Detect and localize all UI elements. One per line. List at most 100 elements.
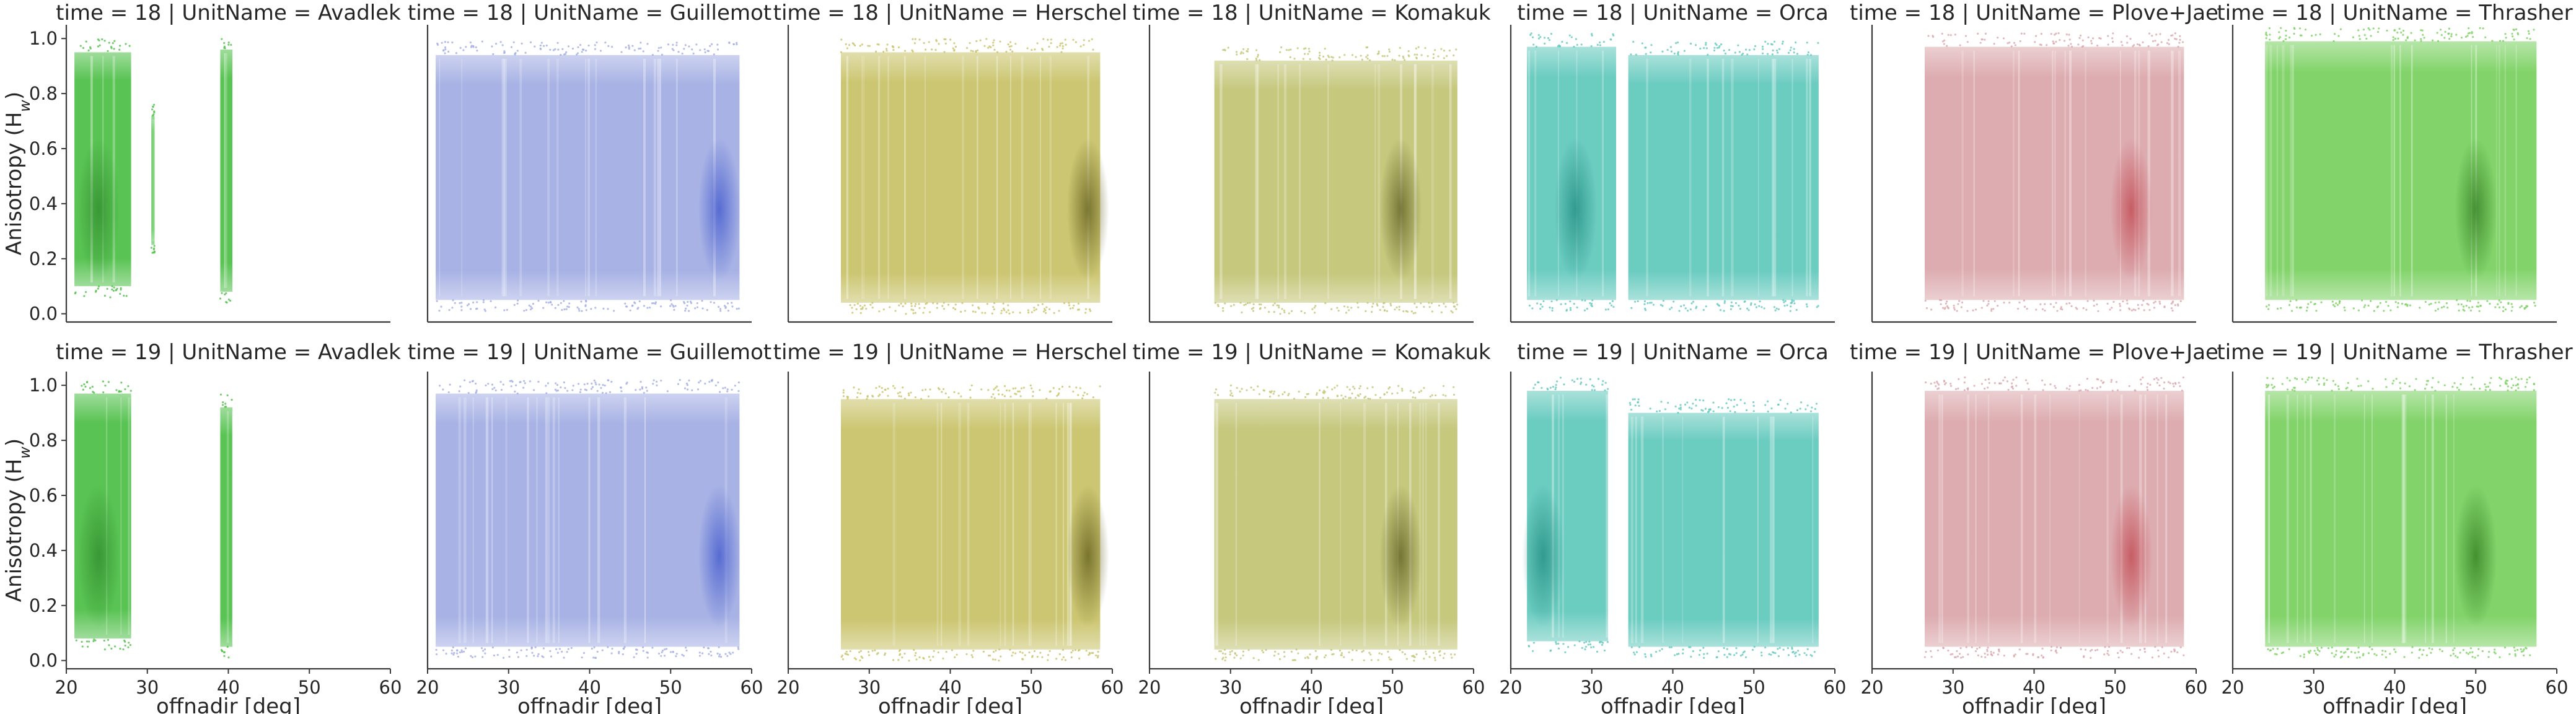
scatter-point [2014, 653, 2016, 656]
scatter-point [1950, 34, 1952, 37]
scatter-point [564, 53, 567, 55]
scatter-point [1954, 656, 1957, 658]
scatter-point [1241, 388, 1243, 390]
scatter-point [1063, 302, 1066, 305]
scatter-point [996, 51, 999, 53]
scatter-point [620, 390, 623, 393]
scatter-point [1941, 40, 1945, 43]
scatter-point [1714, 42, 1717, 45]
scatter-point [998, 660, 1000, 662]
scatter-point [2151, 656, 2154, 659]
scatter-point [2078, 37, 2081, 40]
scatter-point [884, 652, 887, 655]
scatter-point [610, 380, 613, 383]
scatter-point [118, 48, 121, 51]
scatter-point [119, 292, 121, 295]
scatter-point [2520, 650, 2523, 653]
scatter-point [2372, 388, 2374, 390]
scatter-point [1285, 49, 1288, 51]
scatter-point [110, 647, 113, 650]
scatter-point [2311, 377, 2313, 379]
scatter-point [2313, 650, 2316, 652]
scatter-point [2489, 381, 2491, 384]
scatter-point [1214, 302, 1216, 304]
scatter-point [2295, 378, 2298, 380]
scatter-point [635, 389, 637, 391]
scatter-point [1787, 51, 1790, 54]
scatter-point [2367, 380, 2370, 383]
scatter-point [2341, 655, 2343, 658]
scatter-point [1370, 659, 1373, 661]
scatter-point [1656, 410, 1658, 413]
scatter-point [1401, 390, 1404, 392]
scatter-point [534, 646, 537, 648]
scatter-point [1569, 300, 1572, 303]
scatter-point [1584, 648, 1586, 651]
scatter-point [2111, 307, 2113, 309]
scatter-gap [1630, 416, 1633, 643]
scatter-point [2134, 390, 2137, 392]
scatter-gap [2106, 394, 2109, 643]
scatter-point [552, 49, 555, 51]
scatter-point [905, 313, 907, 315]
scatter-point [554, 307, 556, 309]
scatter-gap [1255, 64, 1258, 299]
scatter-point [2025, 653, 2028, 655]
scatter-point [1585, 383, 1588, 386]
scatter-point [1699, 399, 1701, 401]
scatter-point [898, 395, 900, 398]
scatter-point [2157, 649, 2160, 651]
scatter-point [2035, 308, 2038, 311]
scatter-point [1580, 43, 1583, 46]
scatter-point [601, 649, 604, 651]
scatter-point [2434, 302, 2437, 304]
scatter-point [1585, 645, 1587, 648]
scatter-point [2265, 37, 2267, 40]
scatter-point [1414, 311, 1417, 314]
facet-title: time = 19 | UnitName = Komakuk [1132, 340, 1490, 365]
scatter-gap [597, 397, 600, 643]
scatter-point [2176, 303, 2179, 306]
scatter-point [112, 289, 115, 292]
scatter-point [1304, 396, 1307, 398]
scatter-point [221, 404, 224, 406]
scatter-point [2104, 646, 2106, 648]
scatter-point [1009, 648, 1011, 651]
scatter-point [1044, 309, 1047, 311]
scatter-gap [2292, 45, 2294, 297]
scatter-point [2517, 378, 2520, 381]
scatter-point [925, 303, 927, 305]
scatter-point [706, 50, 709, 52]
scatter-point [902, 386, 904, 389]
scatter-point [999, 40, 1001, 43]
scatter-point [1278, 394, 1280, 397]
scatter-point [103, 40, 106, 42]
scatter-point [103, 639, 105, 642]
scatter-point [1720, 43, 1723, 46]
scatter-point [2002, 379, 2005, 381]
scatter-point [692, 52, 695, 55]
scatter-point [2128, 385, 2130, 388]
scatter-point [581, 310, 583, 312]
scatter-point [1343, 305, 1346, 308]
scatter-point [1571, 379, 1573, 381]
scatter-point [1650, 653, 1652, 656]
scatter-point [2358, 38, 2361, 40]
scatter-point [2125, 647, 2129, 650]
scatter-point [2272, 648, 2274, 650]
scatter-point [2040, 32, 2042, 35]
scatter-point [1336, 307, 1339, 309]
scatter-point [2458, 309, 2460, 312]
scatter-point [2455, 299, 2458, 302]
scatter-gap [1722, 416, 1725, 643]
scatter-point [1229, 384, 1233, 387]
scatter-point [2512, 35, 2514, 38]
scatter-point [631, 305, 633, 307]
scatter-point [1003, 309, 1006, 311]
scatter-point [2511, 32, 2513, 35]
scatter-point [578, 383, 580, 385]
scatter-point [1236, 386, 1238, 390]
scatter-point [914, 311, 917, 314]
scatter-point [876, 43, 879, 46]
